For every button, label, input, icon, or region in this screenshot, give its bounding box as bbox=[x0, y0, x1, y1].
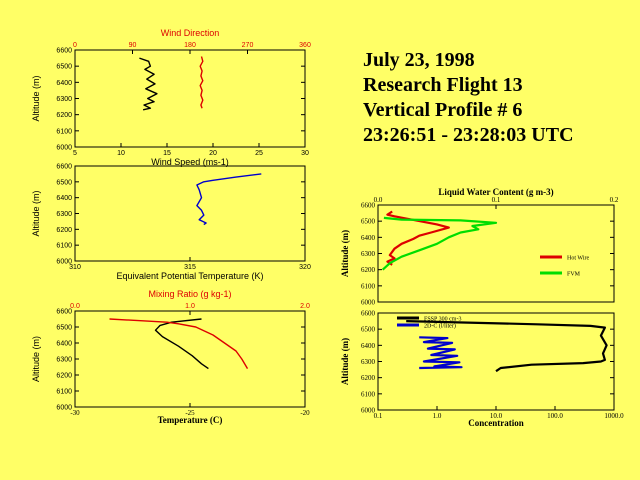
panel4-top-tick-label: 0.1 bbox=[492, 196, 501, 204]
panel1-xtick-label: 10 bbox=[117, 150, 125, 157]
panel3-title: Mixing Ratio (g kg-1) bbox=[148, 289, 231, 299]
panel1-top-tick-label: 90 bbox=[129, 42, 137, 49]
panel3-xtick-label: -20 bbox=[300, 409, 310, 417]
panel5-xtick-label: 10.0 bbox=[490, 412, 503, 420]
panel4-ytick-label: 6200 bbox=[361, 266, 376, 274]
panel3-ytick-label: 6100 bbox=[56, 389, 72, 396]
panel1-xtick-label: 15 bbox=[163, 150, 171, 157]
panel1-xtick-label: 5 bbox=[73, 150, 77, 157]
panel1-top-tick-label: 360 bbox=[299, 42, 311, 49]
panel1-top-tick-label: 180 bbox=[184, 42, 196, 49]
time-range: 23:26:51 - 23:28:03 UTC bbox=[363, 124, 574, 146]
panel4-ytick-label: 6600 bbox=[361, 202, 376, 210]
panel3-ytick-label: 6400 bbox=[56, 341, 72, 348]
panel1-ytick-label: 6600 bbox=[56, 48, 72, 55]
panel2-ylabel: Altitude (m) bbox=[31, 190, 41, 236]
panel4-ylabel: Altitude (m) bbox=[340, 230, 350, 277]
panel2-xtick-label: 310 bbox=[69, 264, 81, 271]
panel1-xtick-label: 20 bbox=[209, 150, 217, 157]
panel5-ytick-label: 6100 bbox=[361, 390, 376, 398]
panel4-top-tick-label: 0.0 bbox=[374, 196, 383, 204]
panel4-ytick-label: 6000 bbox=[361, 299, 376, 307]
panel5-legend-label: FSSP 300 cm-3 bbox=[424, 317, 461, 323]
panel4-title: Liquid Water Content (g m-3) bbox=[438, 187, 553, 197]
panel3-top-tick-label: 2.0 bbox=[300, 303, 310, 310]
panel1-ytick-label: 6100 bbox=[56, 128, 72, 135]
panel3-ytick-label: 6500 bbox=[56, 325, 72, 332]
panel4-legend-label: FVM bbox=[567, 272, 581, 278]
panel1-ytick-label: 6200 bbox=[56, 112, 72, 119]
panel3-series-temperature bbox=[154, 318, 209, 370]
panel2-ytick-label: 6000 bbox=[56, 259, 72, 266]
panel5-xtick-label: 100.0 bbox=[547, 412, 563, 420]
panel3-ylabel: Altitude (m) bbox=[31, 336, 41, 382]
panel5-ytick-label: 6200 bbox=[361, 374, 376, 382]
panel4-ytick-label: 6500 bbox=[361, 218, 376, 226]
panel1-ytick-label: 6000 bbox=[56, 145, 72, 152]
panel5-ytick-label: 6600 bbox=[361, 310, 376, 318]
panel2-ytick-label: 6500 bbox=[56, 179, 72, 186]
panel1-ylabel: Altitude (m) bbox=[31, 75, 41, 121]
panel4-ytick-label: 6100 bbox=[361, 282, 376, 290]
panel1-series-wind-speed bbox=[139, 57, 158, 111]
flight-date: July 23, 1998 bbox=[363, 49, 475, 71]
panel5-ytick-label: 6000 bbox=[361, 407, 376, 415]
panel5-ylabel: Altitude (m) bbox=[340, 338, 350, 385]
panel3-xtick-label: -30 bbox=[70, 409, 80, 417]
panel1-ytick-label: 6400 bbox=[56, 80, 72, 87]
panel1-xlabel: Wind Speed (ms-1) bbox=[151, 157, 229, 167]
panel3-xlabel: Temperature (C) bbox=[158, 415, 223, 425]
panel2-xtick-label: 315 bbox=[184, 264, 196, 271]
panel5-legend-label: 2D-C (l/liter) bbox=[424, 323, 456, 330]
panel4-ytick-label: 6400 bbox=[361, 234, 376, 242]
panel2-frame bbox=[74, 165, 306, 262]
panel2-xtick-label: 320 bbox=[299, 264, 311, 271]
panel1-series-wind-direction bbox=[199, 56, 204, 109]
panel2-series-theta-e bbox=[196, 173, 262, 226]
panel3-ytick-label: 6000 bbox=[56, 405, 72, 412]
panel4-series-fvm bbox=[381, 216, 498, 271]
panel3-xtick-label: -25 bbox=[185, 409, 195, 417]
panel4-legend-label: Hot Wire bbox=[567, 256, 589, 262]
panel2-ytick-label: 6200 bbox=[56, 227, 72, 234]
panel4-ytick-label: 6300 bbox=[361, 250, 376, 258]
panel5-series-fssp-300-cm-3 bbox=[406, 320, 608, 373]
panel3-ytick-label: 6200 bbox=[56, 373, 72, 380]
panel5-frame bbox=[377, 312, 615, 411]
profile-number: Vertical Profile # 6 bbox=[363, 99, 523, 121]
panel3-top-tick-label: 1.0 bbox=[185, 303, 195, 310]
panel5-xtick-label: 1000.0 bbox=[604, 412, 624, 420]
panel1-frame bbox=[74, 49, 306, 148]
panel5-ytick-label: 6400 bbox=[361, 342, 376, 350]
flight-number: Research Flight 13 bbox=[363, 74, 523, 96]
panel3-ytick-label: 6300 bbox=[56, 357, 72, 364]
panel4-top-tick-label: 0.2 bbox=[610, 196, 619, 204]
panel4-series-hot-wire bbox=[386, 210, 450, 266]
panel1-xtick-label: 30 bbox=[301, 150, 309, 157]
panel5-xlabel: Concentration bbox=[468, 418, 524, 428]
panel1-top-tick-label: 0 bbox=[73, 42, 77, 49]
panel3-ytick-label: 6600 bbox=[56, 309, 72, 316]
panel2-xlabel: Equivalent Potential Temperature (K) bbox=[117, 271, 264, 281]
panel1-title: Wind Direction bbox=[161, 28, 220, 38]
panel2-ytick-label: 6100 bbox=[56, 243, 72, 250]
panel2-ytick-label: 6600 bbox=[56, 164, 72, 171]
flight-info: July 23, 1998 Research Flight 13 Vertica… bbox=[363, 48, 574, 148]
panel1-ytick-label: 6500 bbox=[56, 64, 72, 71]
panel5-series-2d-c-l-liter- bbox=[419, 336, 463, 370]
panel3-series-mixing-ratio bbox=[109, 318, 249, 369]
panel2-ytick-label: 6300 bbox=[56, 211, 72, 218]
panel5-ytick-label: 6300 bbox=[361, 358, 376, 366]
panel1-top-tick-label: 270 bbox=[242, 42, 254, 49]
panel5-xtick-label: 0.1 bbox=[374, 412, 383, 420]
panel1-xtick-label: 25 bbox=[255, 150, 263, 157]
panel1-ytick-label: 6300 bbox=[56, 96, 72, 103]
panel3-top-tick-label: 0.0 bbox=[70, 303, 80, 310]
panel2-ytick-label: 6400 bbox=[56, 195, 72, 202]
panel5-xtick-label: 1.0 bbox=[433, 412, 442, 420]
panel5-ytick-label: 6500 bbox=[361, 326, 376, 334]
